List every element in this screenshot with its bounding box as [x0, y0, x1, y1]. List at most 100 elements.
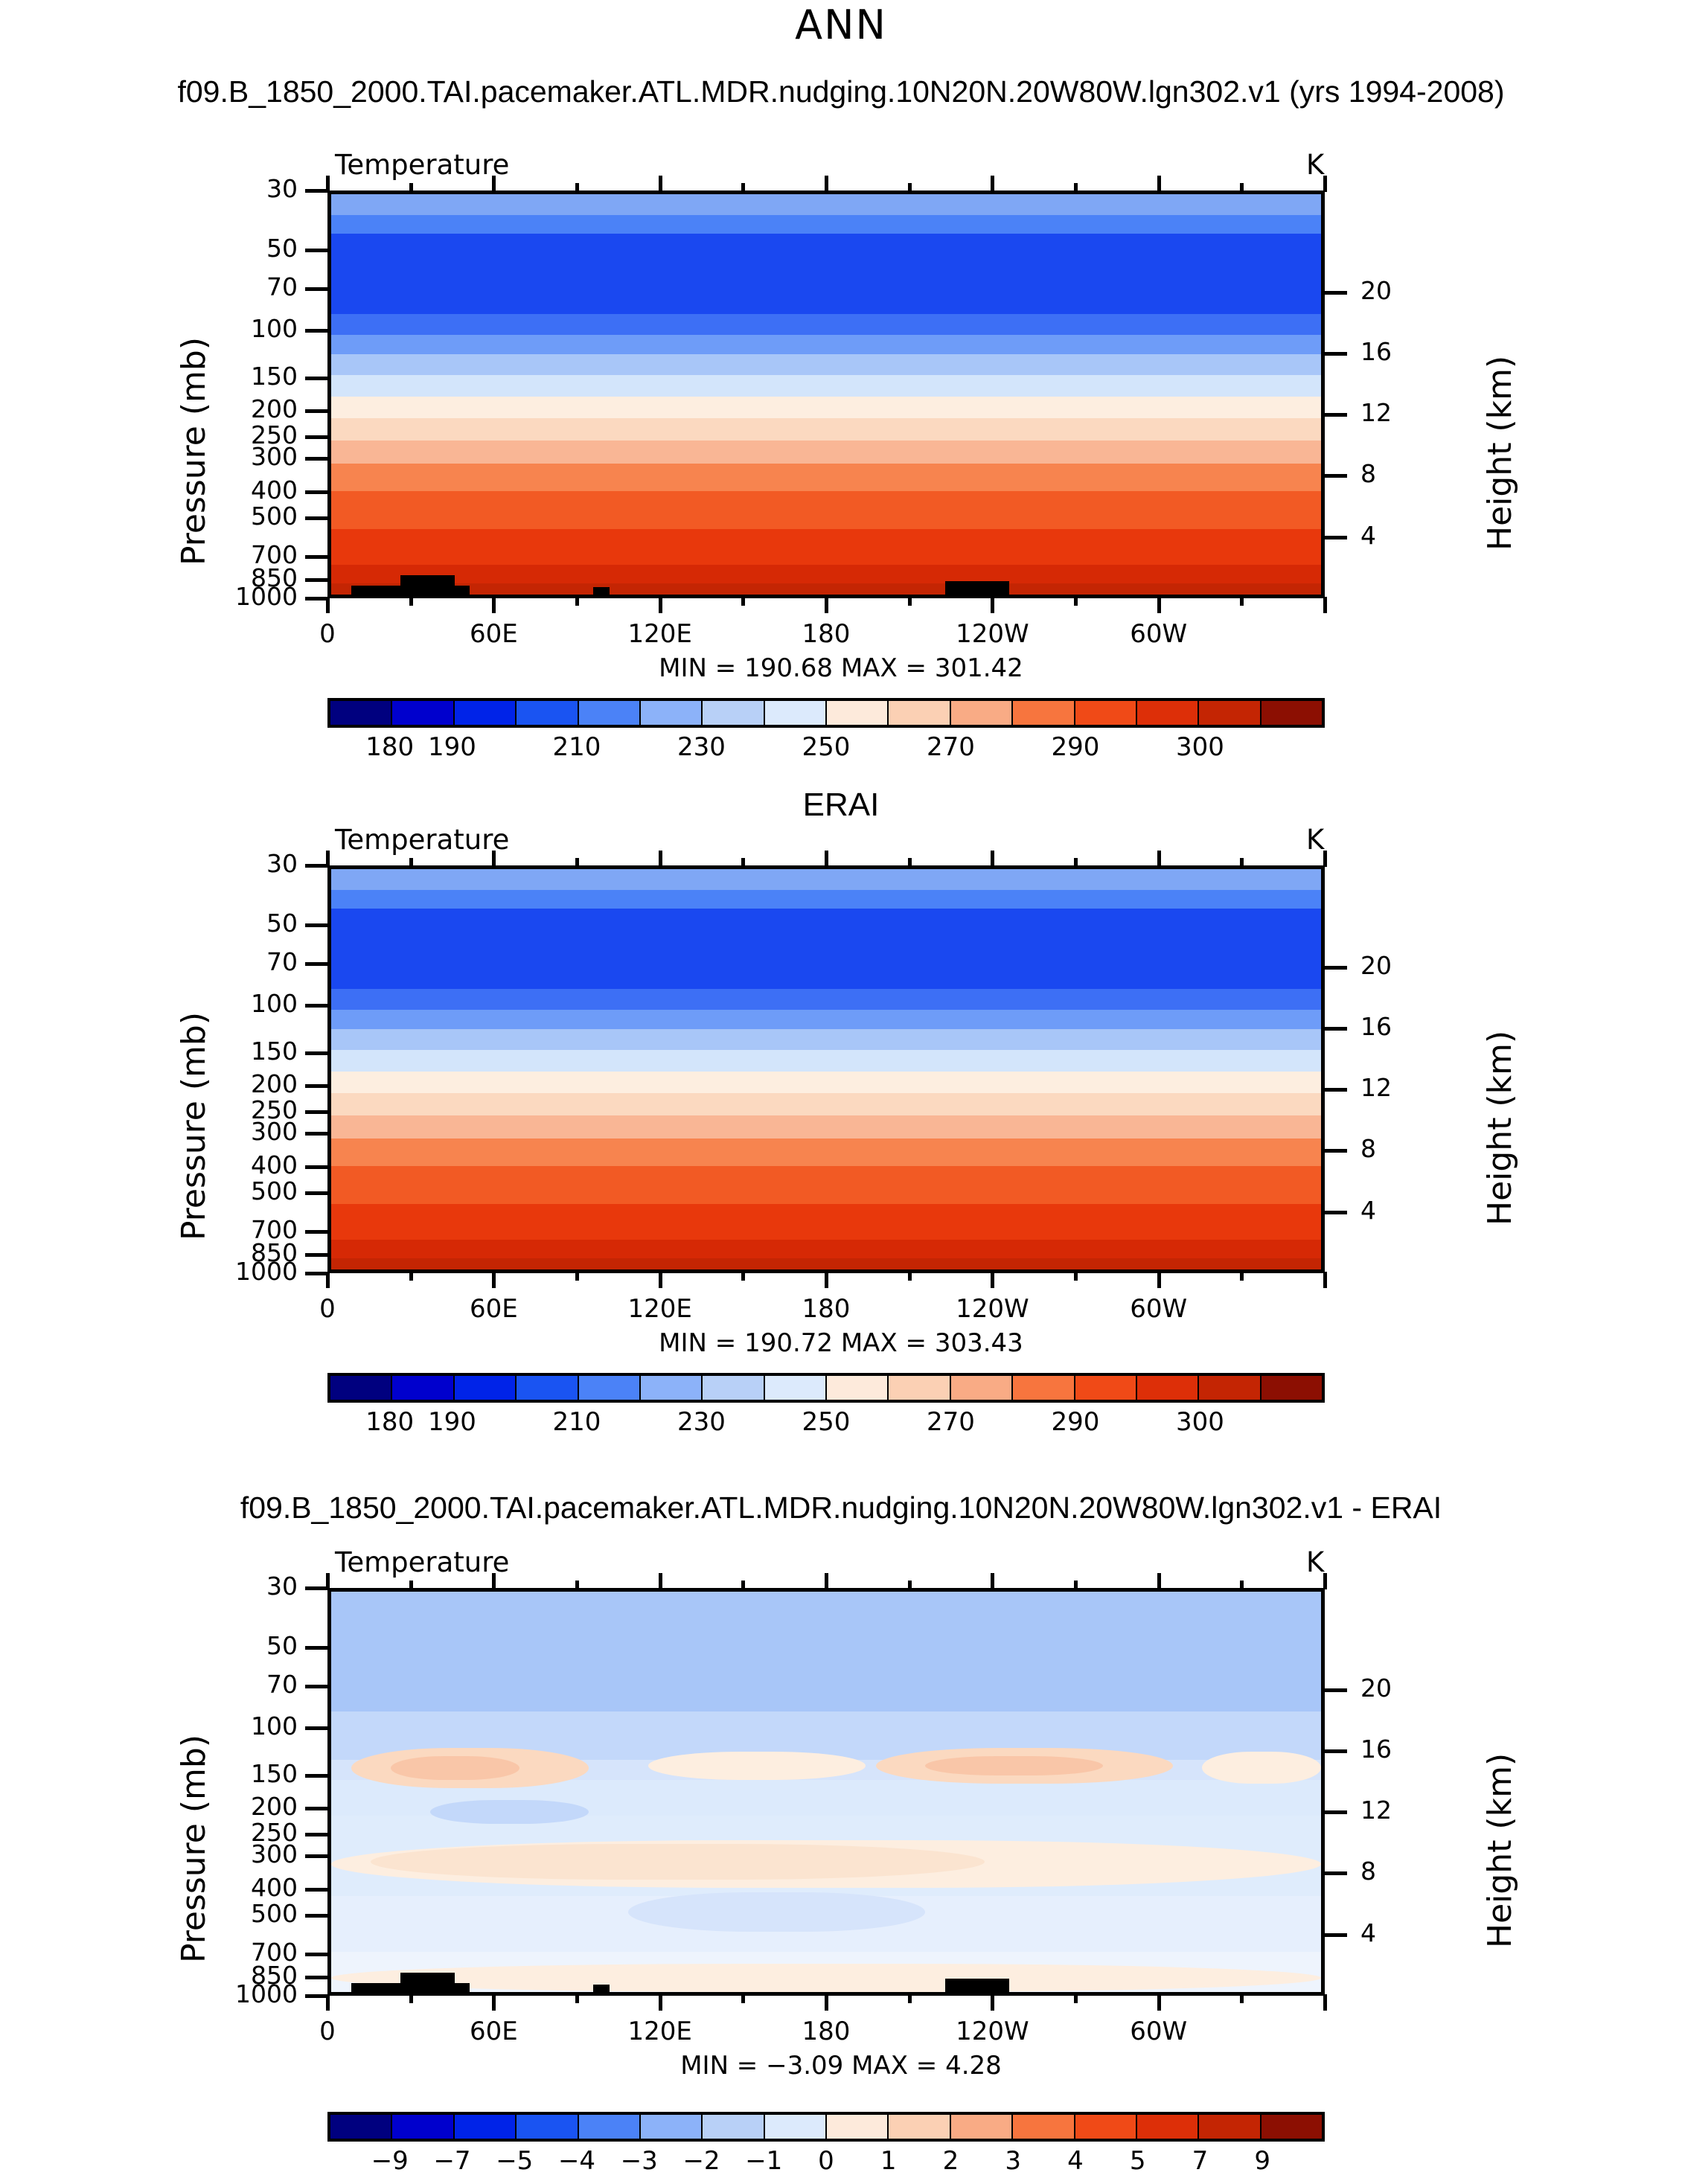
- pressure-tick-mark: [305, 555, 329, 560]
- height-tick-label: 12: [1360, 1073, 1392, 1103]
- colorbar-tick-label: 290: [1051, 1407, 1100, 1437]
- longitude-tick-mark: [492, 851, 496, 867]
- pressure-tick-label: 300: [251, 1839, 298, 1868]
- longitude-tick-mark: [907, 1994, 912, 2003]
- pressure-tick-mark: [305, 1004, 329, 1008]
- colorbar-tick-label: 210: [552, 732, 601, 762]
- pressure-tick-label: 70: [266, 1670, 298, 1700]
- longitude-tick-mark: [575, 1272, 579, 1281]
- colorbar-tick-label: 290: [1051, 732, 1100, 762]
- colorbar-swatch: [1261, 1376, 1322, 1400]
- longitude-tick-mark: [1323, 597, 1327, 613]
- contour-band: [331, 1240, 1321, 1258]
- panel-2-plot-area: [327, 865, 1325, 1273]
- surface-topography-block: [593, 1985, 610, 1992]
- colorbar-swatch: [889, 701, 951, 725]
- colorbar-swatch: [1261, 2115, 1322, 2139]
- pressure-tick-mark: [305, 1887, 329, 1892]
- height-tick-mark: [1323, 290, 1347, 295]
- panel-3-minmax: MIN = −3.09 MAX = 4.28: [680, 2051, 1002, 2081]
- contour-band: [331, 1050, 1321, 1072]
- longitude-tick-mark: [1074, 183, 1078, 192]
- colorbar-swatch: [764, 2115, 827, 2139]
- height-tick-label: 16: [1360, 1734, 1392, 1764]
- pressure-tick-label: 100: [251, 314, 298, 344]
- longitude-tick-label: 60W: [1130, 2017, 1188, 2046]
- height-tick-label: 4: [1360, 1918, 1376, 1947]
- panel-3-y-axis-name: Pressure (mb): [175, 1735, 213, 1963]
- longitude-tick-mark: [1323, 1272, 1327, 1288]
- pressure-tick-label: 200: [251, 394, 298, 424]
- colorbar-tick-label: −5: [496, 2146, 534, 2176]
- longitude-tick-label: 60E: [469, 619, 518, 649]
- longitude-tick-mark: [492, 597, 496, 613]
- pressure-tick-mark: [305, 1726, 329, 1731]
- longitude-tick-mark: [575, 1994, 579, 2003]
- panel-title-3: f09.B_1850_2000.TAI.pacemaker.ATL.MDR.nu…: [240, 1490, 1442, 1525]
- contour-band: [331, 335, 1321, 355]
- longitude-tick-mark: [1074, 1994, 1078, 2003]
- colorbar-swatch: [703, 2115, 765, 2139]
- longitude-tick-mark: [907, 1581, 912, 1589]
- colorbar-swatch: [889, 1376, 951, 1400]
- pressure-tick-label: 200: [251, 1069, 298, 1099]
- longitude-tick-mark: [825, 851, 828, 867]
- pressure-tick-label: 70: [266, 272, 298, 302]
- panel-2-colorbar-labels: 180 190 210 230 250 270 290 300: [327, 1407, 1325, 1441]
- colorbar-swatch: [454, 1376, 517, 1400]
- longitude-tick-mark: [1157, 1573, 1161, 1589]
- panel-1-contour-bands: [331, 194, 1321, 595]
- colorbar-swatch: [330, 701, 393, 725]
- colorbar-swatch: [950, 1376, 1014, 1400]
- longitude-tick-mark: [741, 1272, 746, 1281]
- longitude-tick-mark: [1240, 858, 1244, 867]
- anomaly-lobe: [925, 1755, 1104, 1776]
- contour-band: [331, 354, 1321, 376]
- colorbar-swatch: [517, 2115, 579, 2139]
- longitude-tick-mark: [907, 183, 912, 192]
- longitude-tick-mark: [575, 1581, 579, 1589]
- pressure-tick-mark: [305, 1913, 329, 1918]
- longitude-tick-mark: [1074, 1272, 1078, 1281]
- height-tick-mark: [1323, 1871, 1347, 1876]
- pressure-tick-mark: [305, 1807, 329, 1811]
- panel-2-y2-axis-name: Height (km): [1481, 1030, 1519, 1226]
- longitude-tick-mark: [492, 1994, 496, 2011]
- colorbar-swatch: [764, 701, 827, 725]
- colorbar-swatch: [454, 701, 517, 725]
- colorbar-tick-label: 270: [927, 1407, 975, 1437]
- panel-title-2: ERAI: [802, 787, 880, 823]
- longitude-tick-mark: [326, 1573, 330, 1589]
- surface-topography-block: [400, 575, 455, 595]
- colorbar-swatch: [1136, 1376, 1200, 1400]
- height-tick-label: 4: [1360, 520, 1376, 550]
- colorbar-tick-label: 3: [1005, 2146, 1022, 2176]
- longitude-tick-mark: [1157, 176, 1161, 192]
- colorbar-swatch: [1013, 701, 1075, 725]
- colorbar-swatch: [392, 2115, 455, 2139]
- longitude-tick-label: 0: [319, 2017, 336, 2046]
- longitude-tick-mark: [907, 597, 912, 606]
- height-tick-label: 20: [1360, 1673, 1392, 1703]
- longitude-tick-mark: [991, 597, 995, 613]
- longitude-tick-mark: [825, 1994, 828, 2011]
- pressure-tick-label: 250: [251, 420, 298, 450]
- colorbar-swatch: [454, 2115, 517, 2139]
- pressure-tick-label: 200: [251, 1792, 298, 1822]
- height-tick-mark: [1323, 1688, 1347, 1692]
- longitude-tick-mark: [492, 176, 496, 192]
- longitude-tick-label: 120W: [956, 1294, 1029, 1324]
- colorbar-swatch: [1199, 2115, 1262, 2139]
- longitude-tick-mark: [1323, 1573, 1327, 1589]
- panel-3-colorbar-labels: −9 −7 −5 −4 −3 −2 −1 0 1 2 3 4 5 7 9: [327, 2146, 1325, 2180]
- colorbar-swatch: [330, 2115, 393, 2139]
- panel-3-colorbar: [327, 2112, 1325, 2142]
- pressure-tick-mark: [305, 409, 329, 414]
- pressure-tick-mark: [305, 1084, 329, 1089]
- surface-topography-block: [351, 586, 401, 595]
- longitude-tick-label: 120W: [956, 2017, 1029, 2046]
- height-tick-mark: [1323, 965, 1347, 970]
- pressure-tick-label: 100: [251, 989, 298, 1019]
- longitude-tick-mark: [1240, 183, 1244, 192]
- colorbar-swatch: [1199, 1376, 1262, 1400]
